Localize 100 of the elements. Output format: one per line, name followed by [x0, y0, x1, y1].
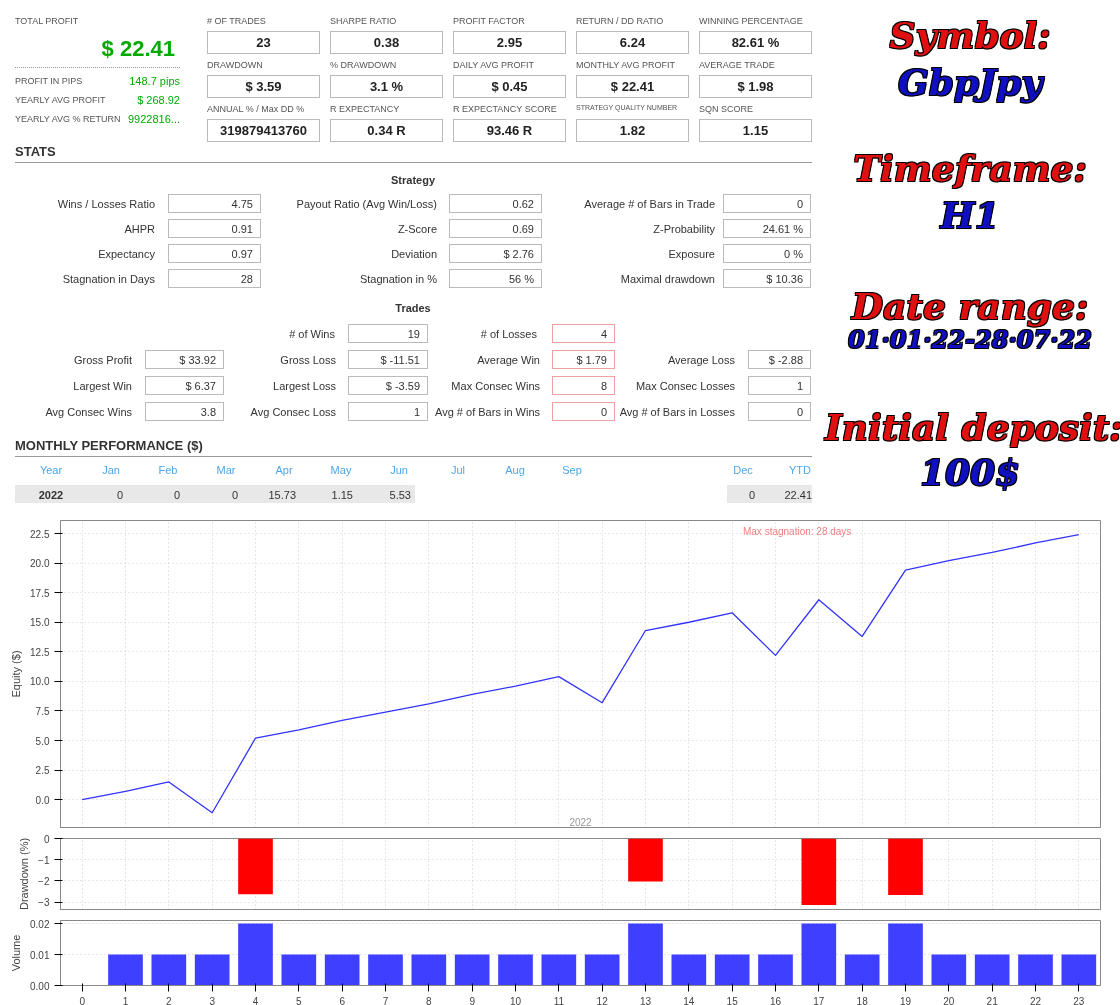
text: Largest Loss: [273, 380, 336, 392]
text: Date range:: [850, 284, 1090, 329]
text: Timeframe:: [852, 146, 1088, 191]
text: $ 10.36: [765, 272, 803, 287]
x-tick-label: 19: [899, 995, 912, 1005]
text: # of Wins: [288, 327, 335, 342]
text: PROFIT FACTOR: [453, 15, 525, 28]
text: 0: [172, 488, 180, 503]
text: 0: [230, 488, 238, 503]
y-tick-label: 15.0: [30, 617, 50, 629]
text: 100$: [918, 450, 1022, 495]
text: 5.53: [388, 488, 411, 503]
text: Gross Profit: [72, 353, 132, 368]
x-tick-label: 16: [769, 995, 782, 1005]
text: Maximal drawdown: [620, 273, 715, 285]
x-tick-label: 15: [726, 995, 739, 1005]
text: % DRAWDOWN: [330, 59, 397, 72]
text: $ 1.98: [699, 78, 812, 97]
x-tick-label: 18: [856, 995, 869, 1005]
text: Exposure: [668, 248, 715, 260]
text: Wins / Losses Ratio: [56, 197, 155, 212]
text: SHARPE RATIO: [330, 15, 397, 28]
text: 28: [239, 272, 253, 287]
text: Jan: [101, 463, 121, 478]
text: $ 6.37: [184, 379, 216, 394]
text: Max Consec Losses: [635, 380, 735, 392]
y-tick-label: 20.0: [30, 558, 50, 570]
x-tick-label: 22: [1029, 995, 1042, 1005]
text: $ 22.41: [100, 35, 175, 63]
x-tick-label: 6: [339, 995, 346, 1005]
text: GbpJpy: [896, 60, 1045, 105]
text: 0.34 R: [330, 122, 443, 141]
y-tick-label: 10.0: [30, 676, 50, 688]
x-tick-label: 5: [296, 995, 303, 1005]
annotation: Max stagnation: 28 days: [742, 525, 852, 537]
x-tick-label: 21: [986, 995, 999, 1005]
y-axis-title: Drawdown (%): [18, 837, 31, 911]
text: $ 0.45: [453, 78, 566, 97]
text: Avg # of Bars in Losses: [619, 406, 735, 418]
text: 0: [747, 488, 755, 503]
text: 0.91: [230, 222, 253, 237]
text: Average Loss: [667, 354, 735, 366]
text: Average # of Bars in Trade: [584, 198, 715, 210]
x-tick-label: 23: [1073, 995, 1085, 1005]
text: Max Consec Wins: [451, 380, 540, 392]
text: 15.73: [267, 488, 296, 503]
text: Sep: [561, 463, 583, 478]
text: 24.61 %: [761, 222, 803, 237]
text: WINNING PERCENTAGE: [699, 15, 803, 28]
text: Stagnation in Days: [61, 272, 155, 287]
text: Avg # of Bars in Wins: [435, 406, 540, 418]
text: YTD: [788, 463, 812, 478]
y-axis-title: Volume: [10, 934, 23, 972]
text: 4.75: [230, 197, 253, 212]
text: 0: [795, 405, 803, 420]
text: $ 1.79: [575, 353, 607, 368]
text: Stagnation in %: [359, 273, 437, 285]
text: 1: [795, 379, 803, 394]
text: DRAWDOWN: [207, 59, 263, 72]
x-tick-label: 11: [553, 995, 565, 1005]
x-tick-label: 4: [252, 995, 259, 1005]
text: $ 268.92: [137, 94, 180, 106]
text: 319879413760: [207, 122, 320, 141]
x-tick-label: 3: [209, 995, 216, 1005]
text: Jul: [449, 463, 467, 478]
text: # OF TRADES: [207, 15, 266, 28]
text: 6.24: [576, 34, 689, 53]
text: DAILY AVG PROFIT: [453, 59, 535, 72]
text: 0.38: [330, 34, 443, 53]
text: 0.97: [230, 247, 253, 262]
x-tick-label: 13: [639, 995, 652, 1005]
text: PROFIT IN PIPS: [15, 75, 83, 88]
y-tick-label: 0: [43, 833, 50, 845]
text: Gross Loss: [280, 354, 336, 366]
x-tick-label: 12: [596, 995, 609, 1005]
text: 23: [207, 34, 320, 53]
text: $ -11.51: [379, 353, 420, 368]
text: Year: [38, 463, 64, 478]
text: RETURN / DD RATIO: [576, 15, 664, 28]
text: 1.15: [330, 488, 353, 503]
text: Apr: [274, 463, 294, 478]
text: 148.7 pips: [128, 74, 180, 89]
y-tick-label: 0.02: [30, 918, 50, 930]
text: 93.46 R: [453, 122, 566, 141]
text: Z-Score: [397, 223, 437, 235]
text: 1: [412, 405, 420, 420]
y-tick-label: 2.5: [35, 765, 50, 777]
y-tick-label: −2: [38, 875, 50, 887]
x-tick-label: 17: [813, 995, 825, 1005]
text: Largest Win: [72, 379, 132, 394]
text: Trades: [394, 301, 432, 316]
text: # of Losses: [480, 328, 537, 340]
text: 0: [115, 488, 123, 503]
text: Jun: [389, 463, 409, 478]
text: 19: [406, 327, 420, 342]
text: 9922816...: [128, 113, 180, 125]
text: May: [329, 463, 353, 478]
y-tick-label: 7.5: [35, 705, 50, 717]
text: SQN SCORE: [699, 103, 754, 116]
text: 0.69: [511, 222, 534, 237]
